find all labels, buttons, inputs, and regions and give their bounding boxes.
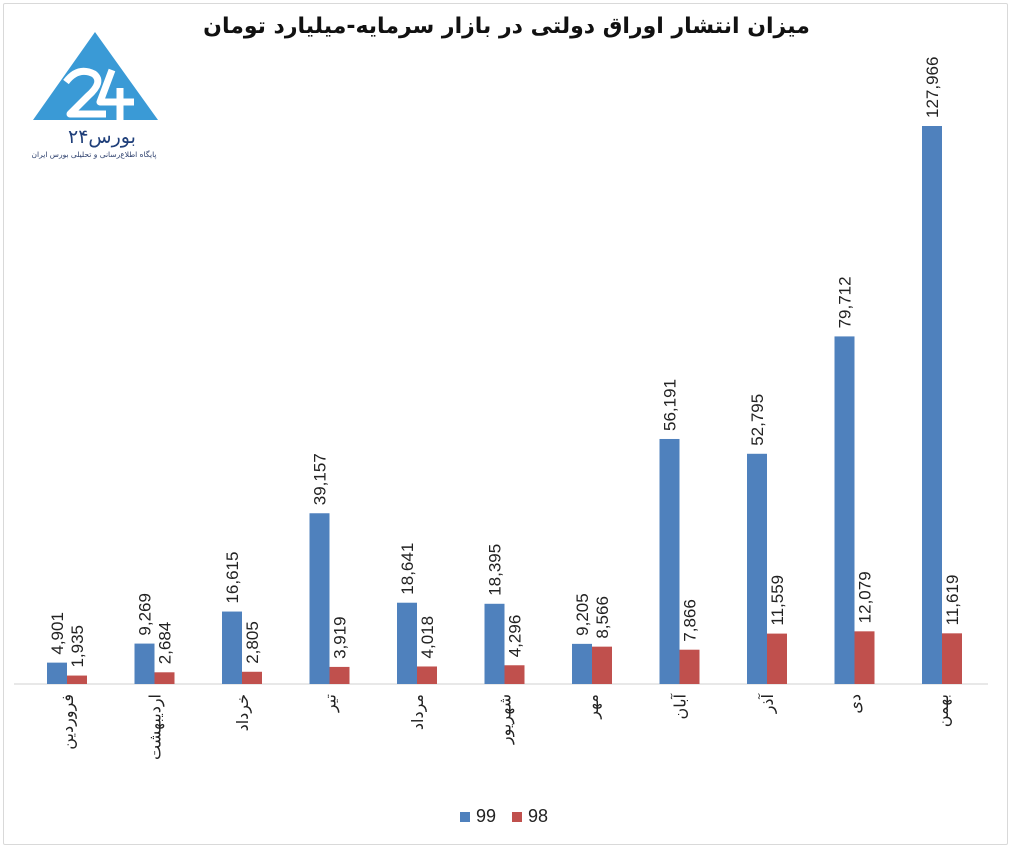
- data-label-98-3: 2,805: [243, 621, 262, 664]
- chart-frame: [3, 3, 1008, 845]
- bar-99-10: [834, 336, 855, 684]
- data-label-98-6: 4,296: [506, 615, 525, 658]
- data-label-98-11: 11,619: [943, 575, 962, 626]
- data-label-99-6: 18,395: [486, 544, 505, 596]
- data-label-98-10: 12,079: [856, 571, 875, 623]
- logo-name: بورس۲۴: [68, 126, 136, 148]
- logo-triangle-icon: [33, 32, 158, 120]
- data-label-98-5: 4,018: [418, 616, 437, 659]
- bar-99-1: [47, 662, 67, 684]
- category-label-11: بهمن: [933, 694, 953, 727]
- bar-98-3: [242, 671, 262, 684]
- bar-99-2: [134, 643, 155, 684]
- bar-98-7: [592, 646, 612, 684]
- bar-98-1: [67, 675, 87, 684]
- data-label-98-8: 7,866: [681, 599, 700, 642]
- bar-99-7: [572, 643, 592, 684]
- legend-item-99: 99: [460, 806, 496, 827]
- data-label-99-10: 79,712: [836, 276, 855, 328]
- legend-swatch-98: [512, 811, 523, 822]
- data-label-99-1: 4,901: [48, 612, 67, 655]
- category-label-2: اردیبهشت: [146, 694, 166, 760]
- bar-98-2: [154, 672, 175, 684]
- data-label-99-7: 9,205: [573, 593, 592, 636]
- bar-98-8: [679, 649, 700, 684]
- category-label-8: آبان: [671, 692, 690, 719]
- legend: 99 98: [460, 806, 564, 827]
- category-label-5: مرداد: [408, 694, 428, 730]
- data-label-99-4: 39,157: [311, 453, 330, 505]
- data-label-99-9: 52,795: [748, 394, 767, 446]
- bar-99-8: [659, 438, 680, 684]
- legend-label-98: 98: [528, 806, 549, 826]
- logo-tagline: پایگاه اطلاع‌رسانی و تحلیلی بورس ایران: [31, 150, 157, 159]
- bar-99-6: [484, 603, 505, 684]
- data-label-98-1: 1,935: [68, 625, 87, 668]
- category-label-6: شهریور: [496, 694, 516, 745]
- data-label-99-3: 16,615: [223, 552, 242, 604]
- data-label-98-2: 2,684: [156, 622, 175, 665]
- data-label-98-9: 11,559: [768, 575, 787, 626]
- data-label-99-2: 9,269: [136, 593, 155, 636]
- category-label-1: فروردین: [58, 694, 78, 750]
- category-label-3: خرداد: [233, 694, 253, 731]
- category-label-10: دی: [846, 694, 865, 714]
- legend-item-98: 98: [512, 806, 548, 827]
- bar-98-10: [854, 631, 875, 684]
- chart-title: میزان انتشار اوراق دولتی در بازار سرمایه…: [203, 14, 810, 39]
- bar-98-11: [942, 633, 962, 684]
- data-label-99-5: 18,641: [398, 543, 417, 595]
- legend-swatch-99: [460, 811, 470, 822]
- bar-99-5: [397, 602, 417, 684]
- category-label-4: تیر: [321, 694, 341, 713]
- data-label-98-7: 8,566: [593, 596, 612, 639]
- bar-99-9: [747, 453, 767, 684]
- bar-98-4: [329, 666, 350, 684]
- legend-label-99: 99: [476, 806, 497, 826]
- bar-98-5: [417, 666, 437, 684]
- data-label-99-11: 127,966: [923, 57, 942, 118]
- category-label-7: مهر: [583, 694, 603, 720]
- data-label-99-8: 56,191: [661, 379, 680, 431]
- bar-99-11: [922, 126, 942, 684]
- bar-98-6: [504, 665, 525, 684]
- bar-99-3: [222, 611, 242, 684]
- bourse24-logo: [8, 30, 178, 170]
- data-label-98-4: 3,919: [331, 616, 350, 659]
- category-label-9: آذر: [758, 692, 778, 714]
- bar-99-4: [309, 513, 330, 684]
- bar-98-9: [767, 633, 787, 684]
